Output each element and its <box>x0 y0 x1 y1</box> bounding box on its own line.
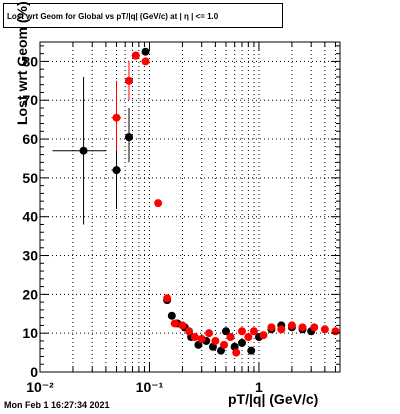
data-point <box>79 146 88 155</box>
data-point <box>244 333 253 342</box>
y-tick-label: 70 <box>22 92 38 108</box>
data-point <box>211 336 220 345</box>
data-point <box>259 331 268 340</box>
data-point <box>112 113 121 122</box>
data-point <box>124 76 133 85</box>
chart-title: Lost wrt Geom for Global vs pT/|q| (GeV/… <box>3 3 283 28</box>
data-point <box>197 335 206 343</box>
data-point <box>267 323 276 332</box>
x-tick-label: 1 <box>255 379 263 395</box>
y-tick-label: 20 <box>22 286 38 302</box>
data-point <box>277 325 286 334</box>
data-point <box>232 348 241 357</box>
x-tick-label: 10⁻¹ <box>136 379 164 395</box>
data-point <box>141 47 150 56</box>
y-axis-label: Lost wrt Geom (%) <box>14 1 30 125</box>
data-point <box>170 319 179 328</box>
x-axis-label: pT/|q| (GeV/c) <box>228 391 319 407</box>
y-tick-label: 10 <box>22 325 38 341</box>
data-point <box>124 133 133 142</box>
y-tick-label: 60 <box>22 131 38 147</box>
data-point <box>237 338 246 347</box>
grid <box>39 42 340 372</box>
data-point <box>194 340 203 349</box>
data-point <box>237 327 246 336</box>
y-tick-label: 0 <box>30 364 38 380</box>
datestamp: Mon Feb 1 16:27:34 2021 <box>4 400 110 410</box>
data-series <box>52 47 340 357</box>
data-point <box>287 321 296 330</box>
y-tick-label: 30 <box>22 248 38 264</box>
data-point <box>131 51 140 60</box>
data-point <box>205 329 214 338</box>
data-point <box>310 323 319 332</box>
data-point <box>154 199 163 208</box>
data-point <box>163 294 172 303</box>
data-point <box>141 57 150 66</box>
data-point <box>247 346 256 355</box>
series-0 <box>52 47 316 355</box>
y-tick-label: 80 <box>22 53 38 69</box>
data-point <box>226 333 235 342</box>
x-tick-label: 10⁻² <box>26 379 54 395</box>
y-tick-label: 50 <box>22 170 38 186</box>
data-point <box>167 311 176 320</box>
data-point <box>249 327 258 336</box>
data-point <box>298 323 307 332</box>
data-point <box>112 166 121 175</box>
y-tick-label: 40 <box>22 209 38 225</box>
data-point <box>190 333 199 342</box>
data-point <box>221 327 230 336</box>
data-point <box>220 340 229 349</box>
data-point <box>185 327 194 336</box>
plot-frame <box>39 41 341 373</box>
data-point <box>320 325 329 334</box>
data-point <box>178 321 187 330</box>
series-1 <box>111 51 340 357</box>
data-point <box>331 327 340 336</box>
